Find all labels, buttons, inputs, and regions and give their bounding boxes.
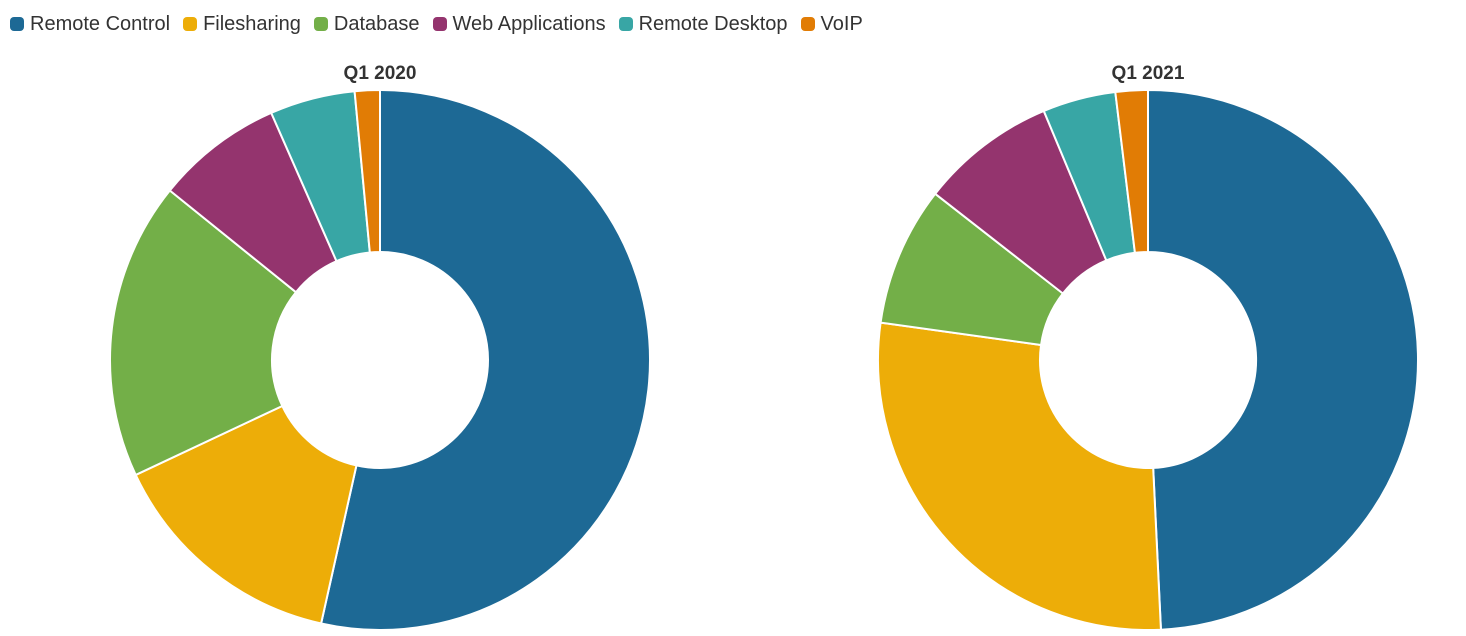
slice-q1-2020-remote-control[interactable] bbox=[320, 89, 651, 631]
chart-title-q1-2020: Q1 2020 bbox=[344, 63, 417, 84]
legend-item-database[interactable]: Database bbox=[313, 13, 420, 35]
legend-label-remote-control: Remote Control bbox=[30, 13, 171, 35]
legend-label-filesharing: Filesharing bbox=[203, 13, 301, 35]
legend-label-database: Database bbox=[333, 13, 420, 35]
legend-item-remote-control[interactable]: Remote Control bbox=[10, 14, 170, 34]
legend-swatch-web-applications bbox=[432, 17, 447, 31]
chart-slices-q1-2020 bbox=[109, 89, 651, 631]
slice-q1-2020-filesharing[interactable] bbox=[134, 404, 358, 625]
slice-q1-2021-filesharing[interactable] bbox=[877, 321, 1162, 631]
legend-swatch-remote-desktop bbox=[618, 17, 633, 31]
chart-q1-2020: Q1 2020 bbox=[109, 63, 651, 631]
slice-q1-2021-voip[interactable] bbox=[1114, 89, 1149, 254]
chart-legend: Remote Control Filesharing Database Web … bbox=[10, 10, 876, 38]
legend-swatch-remote-control bbox=[10, 17, 24, 31]
slice-q1-2020-database[interactable] bbox=[109, 189, 297, 476]
slice-q1-2020-voip[interactable] bbox=[353, 89, 381, 254]
slice-q1-2021-remote-control[interactable] bbox=[1147, 89, 1419, 631]
legend-item-web-applications[interactable]: Web Applications bbox=[432, 13, 606, 35]
legend-item-remote-desktop[interactable]: Remote Desktop bbox=[618, 13, 788, 35]
legend-swatch-filesharing bbox=[183, 17, 198, 31]
chart-q1-2021: Q1 2021 bbox=[877, 63, 1419, 631]
legend-item-voip[interactable]: VoIP bbox=[800, 13, 863, 35]
legend-label-remote-desktop: Remote Desktop bbox=[638, 13, 788, 35]
legend-swatch-database bbox=[313, 17, 328, 31]
chart-title-q1-2021: Q1 2021 bbox=[1112, 63, 1185, 84]
legend-swatch-voip bbox=[800, 17, 815, 31]
legend-label-web-applications: Web Applications bbox=[452, 13, 606, 35]
legend-label-voip: VoIP bbox=[820, 13, 863, 35]
legend-item-filesharing[interactable]: Filesharing bbox=[183, 14, 301, 34]
chart-slices-q1-2021 bbox=[877, 89, 1419, 631]
